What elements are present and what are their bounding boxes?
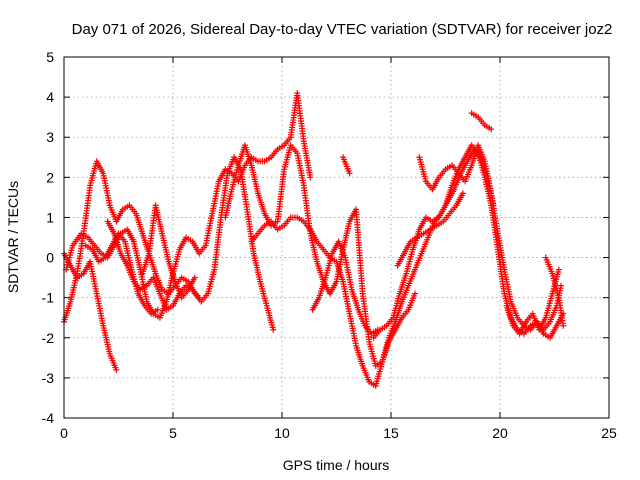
series-track-6 bbox=[139, 202, 198, 301]
series-track-3 bbox=[63, 90, 314, 321]
y-tick-label: 3 bbox=[46, 129, 54, 145]
y-tick-label: 0 bbox=[46, 250, 54, 266]
x-tick-label: 20 bbox=[492, 425, 508, 441]
series-track-12 bbox=[394, 190, 466, 269]
data-point-marker bbox=[488, 126, 495, 133]
series-track-5 bbox=[104, 218, 203, 313]
series-track-16 bbox=[542, 254, 567, 329]
data-point-marker bbox=[196, 294, 203, 301]
data-point-marker bbox=[307, 174, 314, 181]
x-tick-label: 5 bbox=[169, 425, 177, 441]
y-axis-label: SDTVAR / TECUs bbox=[5, 181, 21, 293]
plot-frame bbox=[63, 56, 610, 419]
series-track-7 bbox=[222, 142, 418, 369]
y-tick-label: 4 bbox=[46, 89, 54, 105]
y-tick-label: -1 bbox=[42, 290, 55, 306]
y-tick-label: -2 bbox=[42, 330, 55, 346]
series-track-2 bbox=[61, 250, 120, 373]
x-tick-label: 15 bbox=[383, 425, 399, 441]
grid bbox=[64, 57, 609, 418]
data-point-marker bbox=[191, 274, 198, 281]
data-point-marker bbox=[558, 282, 565, 289]
chart-title: Day 071 of 2026, Sidereal Day-to-day VTE… bbox=[72, 21, 613, 38]
axis-ticks: 0 5 10 15 20 25 -4 -3 -2 -1 0 1 2 3 4 5 bbox=[42, 49, 617, 441]
data-point-marker bbox=[560, 322, 567, 329]
series-track-10 bbox=[340, 154, 353, 177]
x-tick-label: 0 bbox=[60, 425, 68, 441]
data-point-marker bbox=[555, 266, 562, 273]
y-tick-label: 5 bbox=[46, 49, 54, 65]
data-point-marker bbox=[346, 170, 353, 177]
x-tick-label: 10 bbox=[274, 425, 290, 441]
series-track-14 bbox=[468, 110, 495, 133]
data-points bbox=[61, 90, 567, 389]
x-tick-label: 25 bbox=[601, 425, 617, 441]
data-point-marker bbox=[154, 306, 161, 313]
y-tick-label: 1 bbox=[46, 209, 54, 225]
series-track-15 bbox=[503, 266, 562, 337]
y-tick-label: -4 bbox=[42, 410, 55, 426]
series-track-9 bbox=[309, 238, 381, 337]
data-point-marker bbox=[459, 190, 466, 197]
x-axis-label: GPS time / hours bbox=[283, 457, 390, 473]
y-tick-label: 2 bbox=[46, 169, 54, 185]
data-point-marker bbox=[270, 326, 277, 333]
data-point-marker bbox=[113, 366, 120, 373]
y-tick-label: -3 bbox=[42, 370, 55, 386]
data-point-marker bbox=[411, 290, 418, 297]
